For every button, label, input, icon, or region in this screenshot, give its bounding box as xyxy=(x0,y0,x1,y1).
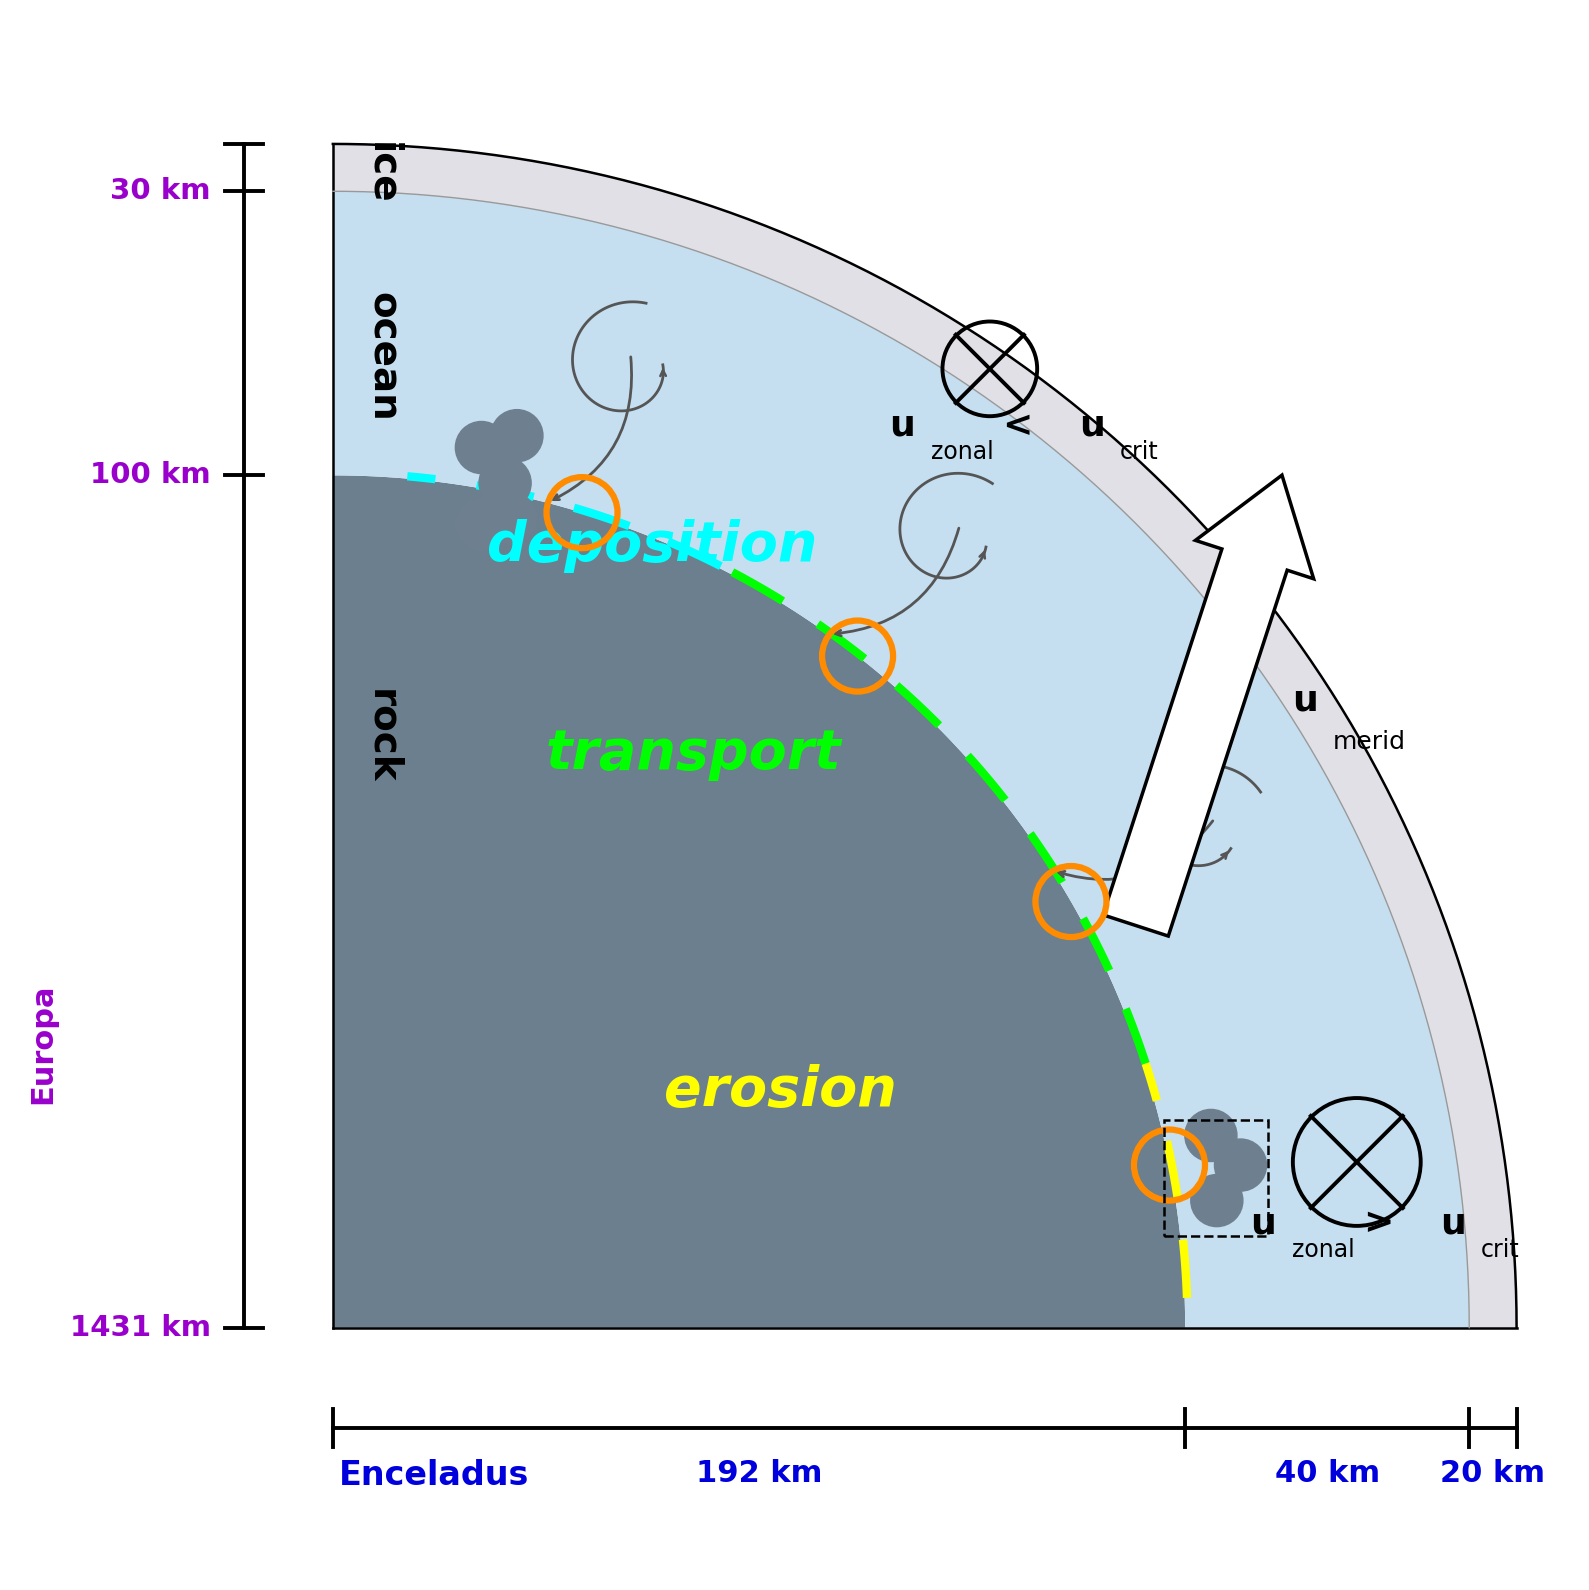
Text: transport: transport xyxy=(547,727,842,781)
Polygon shape xyxy=(332,191,1470,1328)
Circle shape xyxy=(456,421,507,474)
Polygon shape xyxy=(1103,475,1314,937)
Circle shape xyxy=(1214,1138,1266,1191)
Polygon shape xyxy=(332,145,1516,1328)
Text: $\mathbf{u}$: $\mathbf{u}$ xyxy=(1440,1207,1465,1240)
Circle shape xyxy=(491,410,543,461)
Text: zonal: zonal xyxy=(931,440,993,464)
Text: rock: rock xyxy=(364,688,402,782)
Text: ocean: ocean xyxy=(364,293,402,421)
Text: Enceladus: Enceladus xyxy=(338,1460,529,1491)
Text: >: > xyxy=(1363,1207,1394,1240)
Circle shape xyxy=(1185,1110,1236,1162)
Circle shape xyxy=(456,498,507,550)
Text: <: < xyxy=(1001,409,1031,442)
Text: 192 km: 192 km xyxy=(696,1460,822,1488)
Text: Europa: Europa xyxy=(29,983,57,1103)
Text: 100 km: 100 km xyxy=(91,461,211,490)
Text: 30 km: 30 km xyxy=(110,178,211,205)
Polygon shape xyxy=(332,475,1185,1328)
Text: $\mathbf{u}$: $\mathbf{u}$ xyxy=(1251,1207,1274,1240)
Text: merid: merid xyxy=(1333,730,1406,754)
Text: zonal: zonal xyxy=(1292,1237,1354,1261)
Circle shape xyxy=(485,493,537,545)
Text: deposition: deposition xyxy=(486,520,817,574)
Text: erosion: erosion xyxy=(664,1064,898,1118)
Text: $\mathbf{u}$: $\mathbf{u}$ xyxy=(1079,409,1103,442)
Circle shape xyxy=(1190,1175,1243,1226)
Circle shape xyxy=(478,456,531,509)
Text: ice: ice xyxy=(364,142,402,205)
Text: 40 km: 40 km xyxy=(1274,1460,1379,1488)
Text: 1431 km: 1431 km xyxy=(70,1313,211,1342)
Text: $\mathbf{u}$: $\mathbf{u}$ xyxy=(1292,684,1316,717)
Text: 20 km: 20 km xyxy=(1440,1460,1546,1488)
Text: crit: crit xyxy=(1120,440,1158,464)
Text: $\mathbf{u}$: $\mathbf{u}$ xyxy=(890,409,914,442)
Text: crit: crit xyxy=(1481,1237,1519,1261)
Bar xyxy=(1163,1119,1268,1235)
